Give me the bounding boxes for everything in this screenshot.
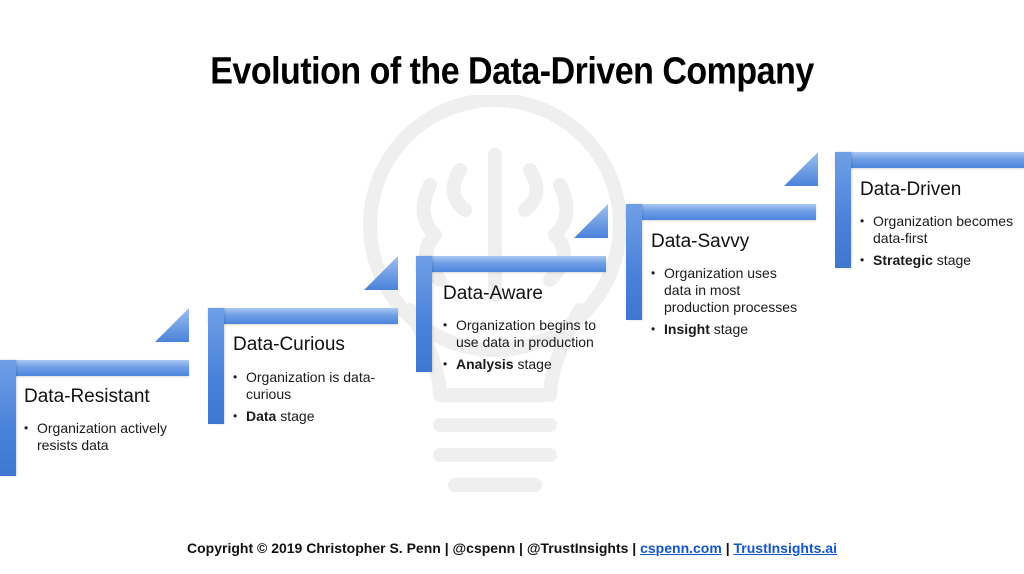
stage-bullets: Organization is data-curious Data stage xyxy=(233,369,393,430)
step-arrow-icon xyxy=(364,256,398,290)
bullet-item: Organization is data-curious xyxy=(233,369,393,403)
trustinsights-link[interactable]: TrustInsights.ai xyxy=(733,540,837,556)
cspenn-link[interactable]: cspenn.com xyxy=(640,540,722,556)
stage-keyword: Data xyxy=(246,408,277,424)
step-bar-horizontal xyxy=(0,360,189,376)
stage-keyword: Insight xyxy=(664,321,710,337)
page-title: Evolution of the Data-Driven Company xyxy=(210,49,814,93)
stage-bullets: Organization uses data in most productio… xyxy=(651,265,801,343)
brain-lightbulb-icon xyxy=(363,95,627,492)
stage-suffix: stage xyxy=(276,408,315,424)
step-bar-vertical xyxy=(0,360,16,476)
step-bar-vertical xyxy=(835,152,851,268)
step-bar-vertical xyxy=(626,204,642,320)
step-bar-vertical xyxy=(416,256,432,372)
step-bar-horizontal xyxy=(208,308,398,324)
bullet-item: Strategic stage xyxy=(860,252,1020,269)
stage-bullets: Organization becomes data-first Strategi… xyxy=(860,213,1020,274)
bullet-item: Organization actively resists data xyxy=(24,420,189,454)
stage-suffix: stage xyxy=(932,252,972,268)
bullet-item: Organization becomes data-first xyxy=(860,213,1020,247)
stage-keyword: Analysis xyxy=(456,356,514,372)
stage-suffix: stage xyxy=(513,356,552,372)
footer-separator: | xyxy=(721,540,734,556)
bullet-item: Organization uses data in most productio… xyxy=(651,265,801,316)
stage-name: Data-Driven xyxy=(860,179,962,200)
copyright-footer: Copyright © 2019 Christopher S. Penn | @… xyxy=(0,540,1024,556)
stage-name: Data-Savvy xyxy=(651,231,750,252)
bullet-item: Data stage xyxy=(233,408,393,425)
copyright-text: Copyright © 2019 Christopher S. Penn | @… xyxy=(187,540,641,556)
step-arrow-icon xyxy=(784,152,818,186)
bullet-item: Organization begins to use data in produ… xyxy=(443,317,603,351)
step-arrow-icon xyxy=(155,308,189,342)
step-bar-vertical xyxy=(208,308,224,424)
stage-suffix: stage xyxy=(709,321,749,337)
stage-name: Data-Aware xyxy=(443,283,543,304)
stage-name: Data-Resistant xyxy=(24,386,150,407)
bullet-item: Analysis stage xyxy=(443,356,603,373)
stage-keyword: Strategic xyxy=(873,252,933,268)
bullet-item: Insight stage xyxy=(651,321,801,338)
step-bar-horizontal xyxy=(626,204,816,220)
stage-name: Data-Curious xyxy=(233,334,345,355)
stage-bullets: Organization actively resists data xyxy=(24,420,189,459)
stage-bullets: Organization begins to use data in produ… xyxy=(443,317,603,378)
step-bar-horizontal xyxy=(835,152,1024,168)
step-arrow-icon xyxy=(574,204,608,238)
step-bar-horizontal xyxy=(416,256,606,272)
